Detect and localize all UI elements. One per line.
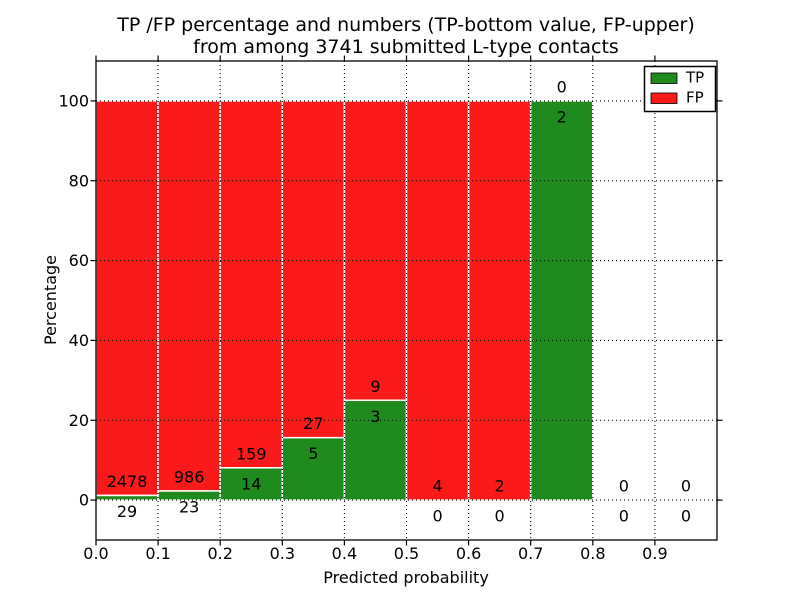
- fp-bar-segment: [157, 100, 221, 492]
- y-tick-label: 20: [69, 411, 89, 430]
- x-tick-label: 0.5: [394, 544, 419, 563]
- chart-title-line1: TP /FP percentage and numbers (TP-bottom…: [116, 14, 695, 36]
- tp-count-label: 29: [117, 502, 137, 521]
- fp-count-label: 4: [432, 477, 442, 496]
- fp-count-label: 27: [303, 414, 323, 433]
- tp-bar-segment: [529, 100, 594, 501]
- fp-count-label: 9: [370, 377, 380, 396]
- fp-count-label: 2478: [107, 472, 148, 491]
- x-tick-label: 0.2: [207, 544, 232, 563]
- fp-count-label: 0: [557, 77, 567, 96]
- fp-count-label: 986: [174, 468, 205, 487]
- tp-count-label: 0: [619, 507, 629, 526]
- fp-bar-segment: [95, 100, 159, 497]
- fp-bar-segment: [219, 100, 284, 469]
- legend-swatch-fp: [650, 92, 678, 104]
- x-tick-label: 0.8: [580, 544, 605, 563]
- y-tick-label: 0: [79, 491, 89, 510]
- fp-bar-segment: [281, 100, 346, 439]
- fp-bar-segment: [343, 100, 408, 402]
- fp-bar-segment: [405, 100, 470, 501]
- fp-count-label: 159: [236, 444, 267, 463]
- tp-count-label: 0: [495, 507, 505, 526]
- tp-bar-segment: [95, 494, 159, 501]
- fp-count-label: 0: [619, 477, 629, 496]
- x-tick-label: 0.7: [518, 544, 543, 563]
- fp-count-label: 2: [495, 477, 505, 496]
- x-tick-label: 0.0: [83, 544, 108, 563]
- x-tick-label: 0.6: [456, 544, 481, 563]
- tp-count-label: 5: [308, 444, 318, 463]
- x-tick-label: 0.3: [270, 544, 295, 563]
- y-tick-label: 40: [69, 331, 89, 350]
- tp-count-label: 3: [370, 407, 380, 426]
- tp-bar-segment: [281, 436, 346, 501]
- legend: TP FP: [643, 65, 717, 113]
- fp-count-label: 0: [681, 477, 691, 496]
- y-tick-label: 80: [69, 171, 89, 190]
- x-tick-label: 0.1: [145, 544, 170, 563]
- tp-count-label: 0: [432, 507, 442, 526]
- legend-label-fp: FP: [686, 89, 704, 107]
- legend-label-tp: TP: [685, 69, 704, 87]
- legend-swatch-tp: [650, 72, 678, 84]
- y-tick-label: 60: [69, 251, 89, 270]
- x-axis-label: Predicted probability: [323, 568, 489, 587]
- x-tick-label: 0.4: [332, 544, 357, 563]
- tp-count-label: 0: [681, 507, 691, 526]
- plot-layer: 0.0 0.1 0.2 0.3 0.4 0.5 0.6 0.7 0.8 0.90204060801…: [58, 55, 723, 563]
- y-tick-label: 100: [58, 91, 89, 110]
- tp-count-label: 23: [179, 497, 199, 516]
- y-axis-label: Percentage: [41, 255, 60, 345]
- x-tick-label: 0.9: [642, 544, 667, 563]
- tp-count-label: 14: [241, 474, 261, 493]
- chart-title-line2: from among 3741 submitted L-type contact…: [193, 36, 619, 58]
- tp-count-label: 2: [557, 107, 567, 126]
- fp-bar-segment: [467, 100, 532, 501]
